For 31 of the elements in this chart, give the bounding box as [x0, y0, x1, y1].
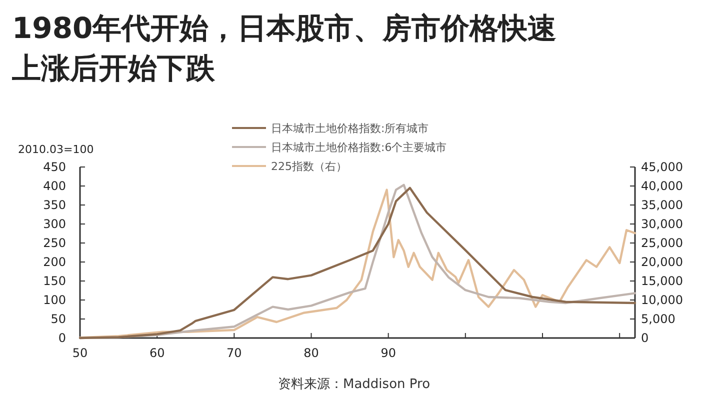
y-tick-label: 150 [43, 274, 66, 288]
y-axis-title: 2010.03=100 [18, 143, 94, 156]
chart-title: 1980年代开始，日本股市、房市价格快速上涨后开始下跌 [12, 10, 558, 87]
x-tick-label: 80 [304, 346, 319, 360]
y2-tick-label: 45,000 [641, 160, 683, 174]
y-tick-label: 300 [43, 217, 66, 231]
x-tick-label: 60 [149, 346, 165, 360]
x-tick-label: 50 [72, 346, 88, 360]
y2-tick-label: 5,000 [641, 312, 676, 326]
x-tick-label: 90 [380, 346, 396, 360]
y-tick-label: 200 [43, 255, 66, 269]
y2-tick-label: 30,000 [641, 217, 683, 231]
y-tick-label: 100 [43, 293, 66, 307]
y-tick-label: 400 [43, 179, 66, 193]
y2-tick-label: 0 [641, 331, 649, 345]
y2-tick-label: 35,000 [641, 198, 683, 212]
legend-label: 日本城市土地价格指数:6个主要城市 [271, 141, 447, 154]
x-tick-label: 70 [226, 346, 242, 360]
legend-label: 日本城市土地价格指数:所有城市 [271, 122, 429, 135]
y2-tick-label: 25,000 [641, 236, 683, 250]
text: 资料来源：Maddison Pro [278, 377, 430, 392]
y2-tick-label: 15,000 [641, 274, 683, 288]
y-tick-label: 350 [43, 198, 66, 212]
y-tick-label: 50 [50, 312, 66, 326]
y-tick-label: 0 [58, 331, 66, 345]
y-tick-label: 450 [43, 160, 66, 174]
legend-label: 225指数（右） [271, 160, 347, 173]
y2-tick-label: 10,000 [641, 293, 683, 307]
y-tick-label: 250 [43, 236, 66, 250]
y2-tick-label: 20,000 [641, 255, 683, 269]
y2-tick-label: 40,000 [641, 179, 683, 193]
